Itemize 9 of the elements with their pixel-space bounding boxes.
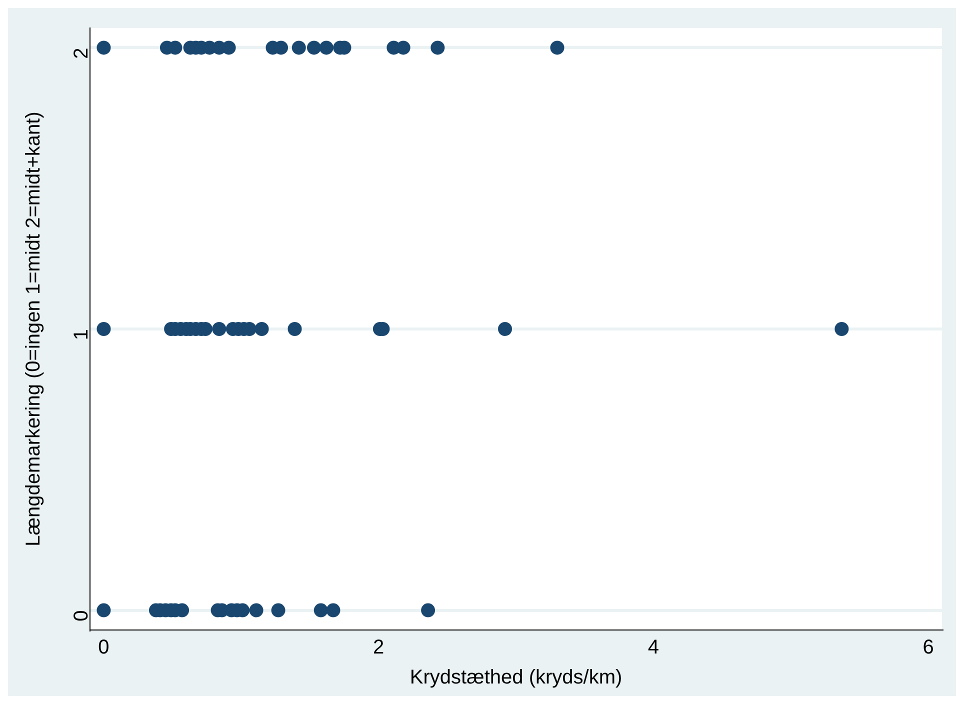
y-tick-label: 1 — [70, 329, 93, 340]
x-tick-label: 6 — [922, 636, 934, 659]
y-axis-title: Længdemarkering (0=ingen 1=midt 2=midt+kant) — [22, 112, 45, 546]
x-tick-label: 4 — [648, 636, 659, 659]
x-tick-label: 2 — [373, 636, 384, 659]
x-tick-label: 0 — [98, 636, 110, 659]
x-axis-title: Krydstæthed (kryds/km) — [410, 666, 622, 689]
y-tick-label: 2 — [70, 48, 93, 59]
y-tick-label: 0 — [70, 610, 93, 622]
